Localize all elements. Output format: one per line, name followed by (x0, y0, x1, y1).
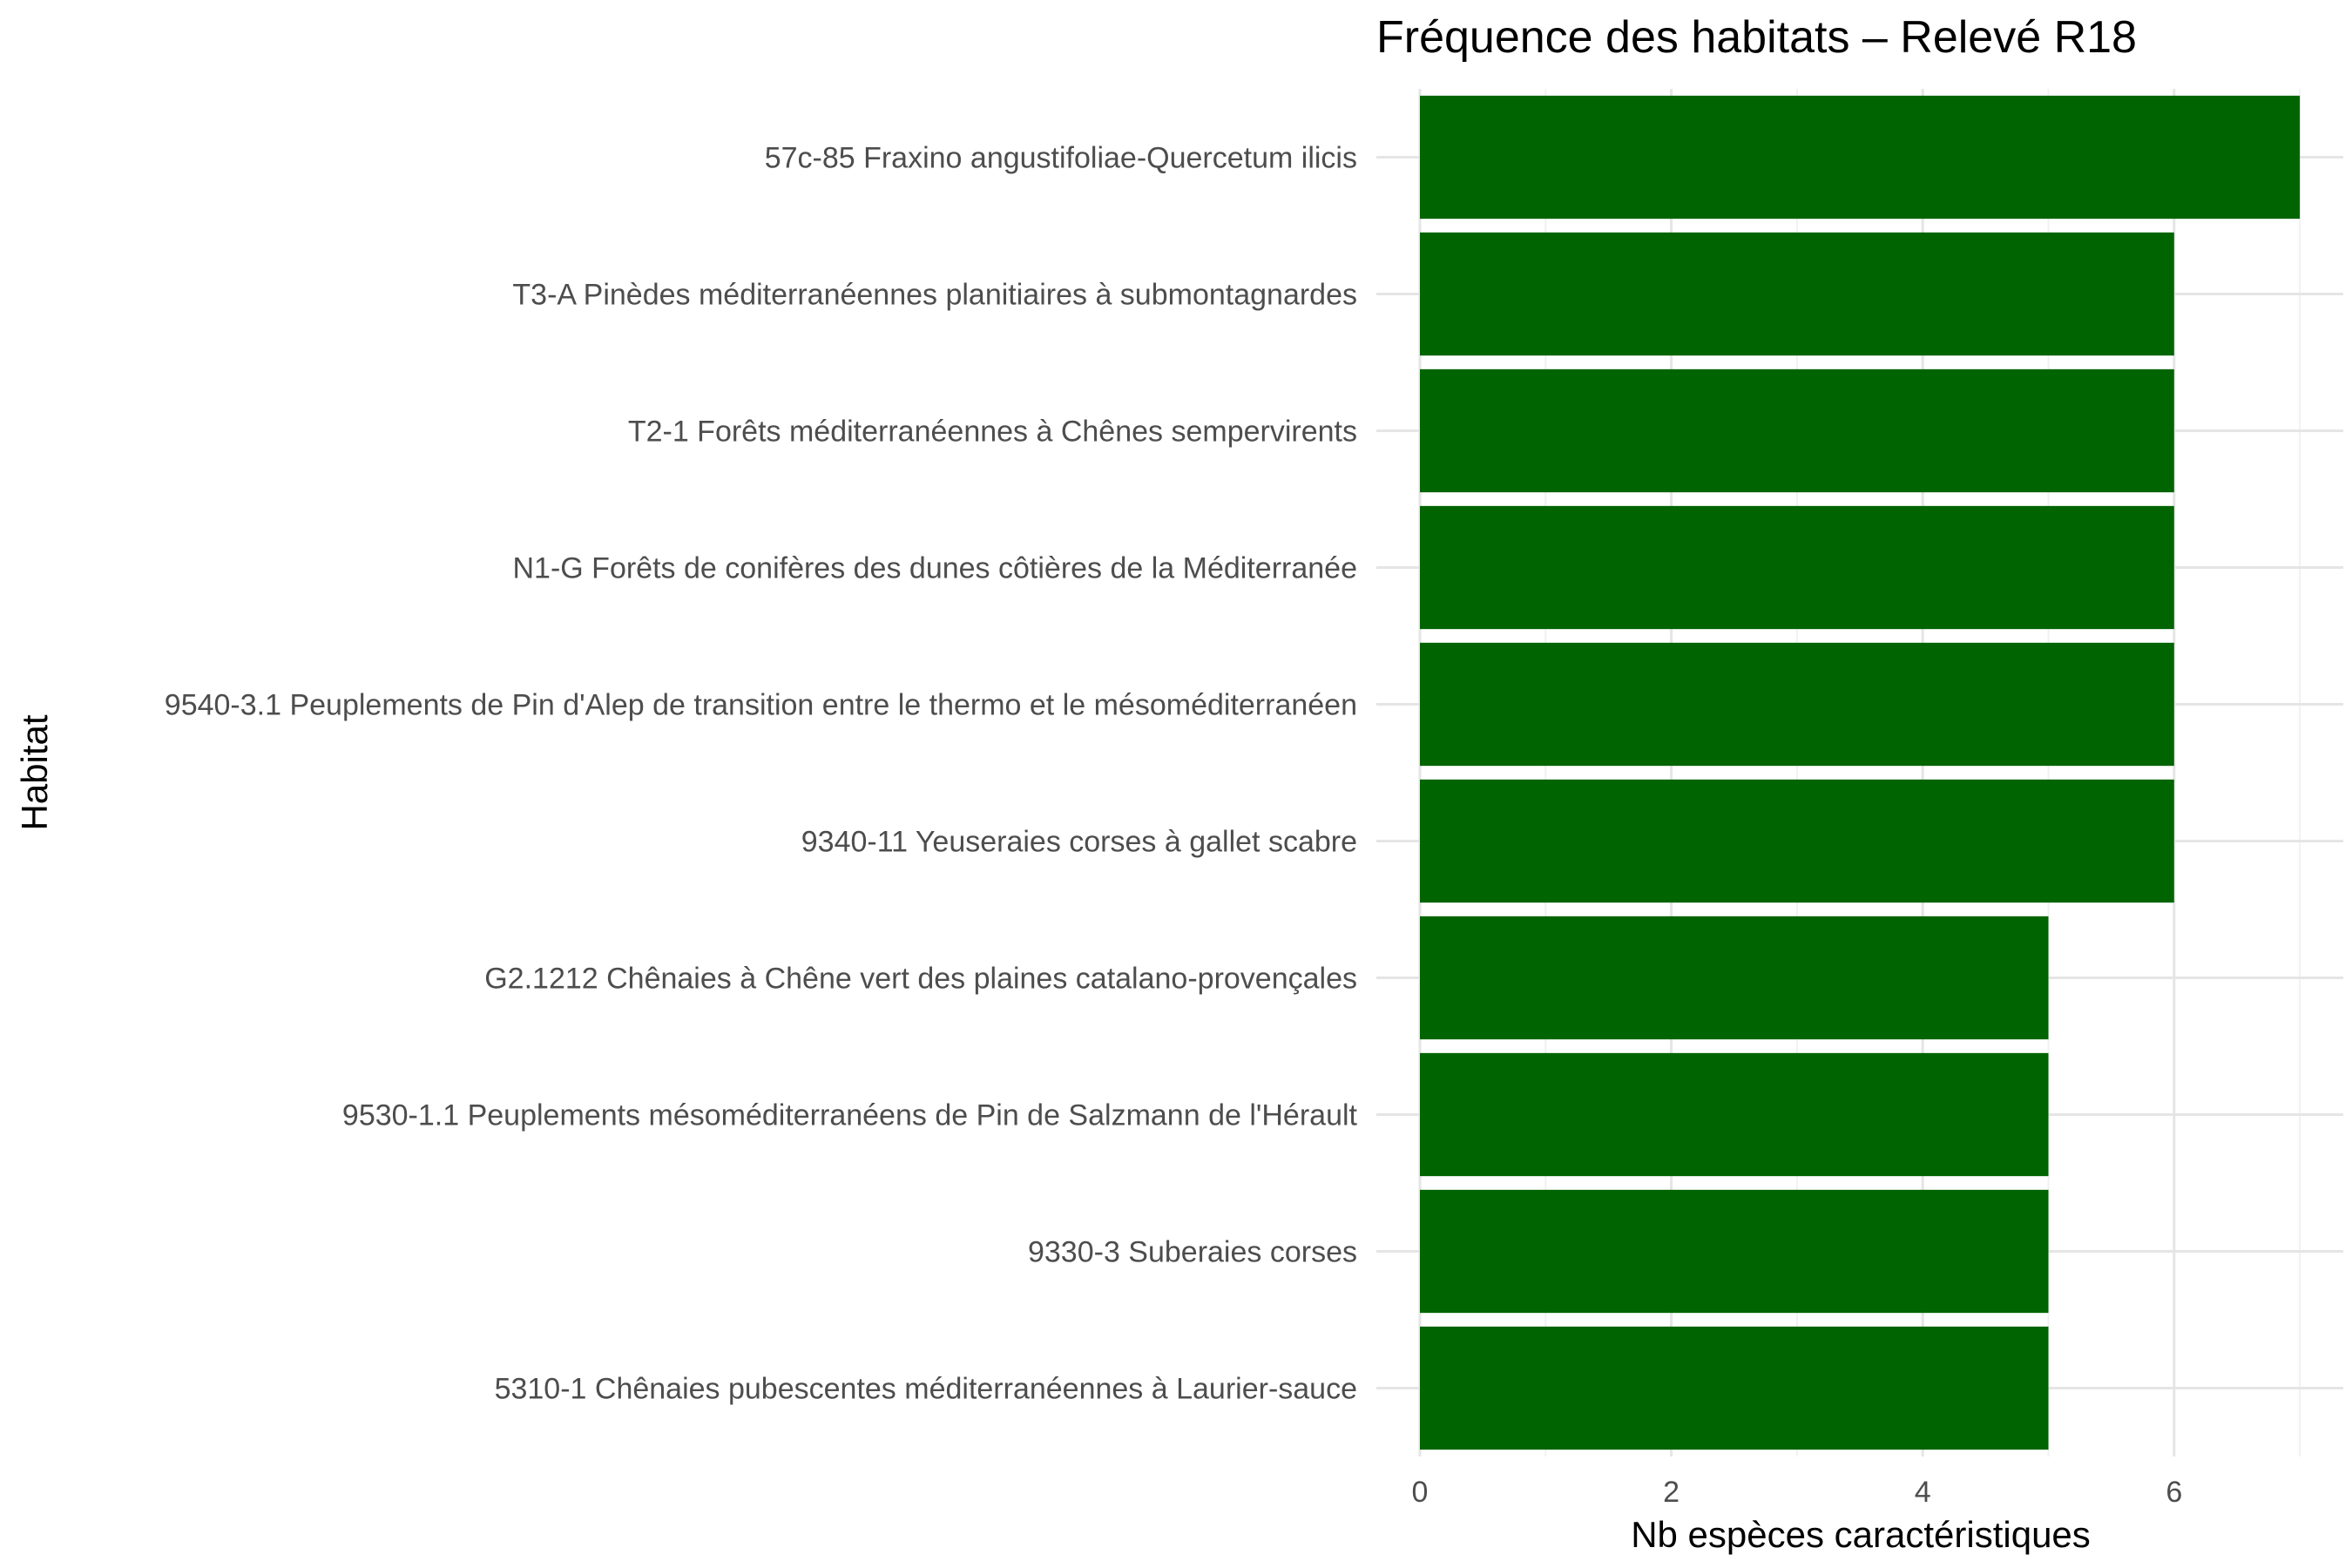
bar (1420, 232, 2174, 356)
bar (1420, 505, 2174, 630)
bar (1420, 1052, 2049, 1177)
category-label: 9540-3.1 Peuplements de Pin d'Alep de tr… (165, 689, 1357, 722)
category-label: G2.1212 Chênaies à Chêne vert des plaine… (484, 963, 1357, 996)
category-label: 9530-1.1 Peuplements mésoméditerranéens … (342, 1099, 1358, 1132)
bars (1420, 95, 2301, 1450)
x-tick-label: 0 (1412, 1476, 1429, 1509)
category-labels: 57c-85 Fraxino angustifoliae-Quercetum i… (165, 142, 1358, 1406)
x-axis-title: Nb espèces caractéristiques (1631, 1514, 2091, 1555)
y-axis-title: Habitat (14, 714, 55, 830)
category-label: 9330-3 Suberaies corses (1028, 1236, 1357, 1269)
x-tick-label: 4 (1915, 1476, 1931, 1509)
category-label: N1-G Forêts de conifères des dunes côtiè… (513, 552, 1358, 585)
chart-title: Fréquence des habitats – Relevé R18 (1376, 12, 2137, 63)
category-label: T2-1 Forêts méditerranéennes à Chênes se… (628, 416, 1357, 449)
x-tick-label: 6 (2166, 1476, 2182, 1509)
bar (1420, 95, 2301, 220)
category-label: 57c-85 Fraxino angustifoliae-Quercetum i… (765, 142, 1357, 175)
bar (1420, 642, 2174, 767)
bar (1420, 368, 2174, 493)
bar (1420, 916, 2049, 1040)
bar (1420, 1326, 2049, 1450)
x-tick-label: 2 (1663, 1476, 1680, 1509)
category-label: 5310-1 Chênaies pubescentes méditerranée… (495, 1373, 1357, 1406)
bar (1420, 1189, 2049, 1314)
x-tick-labels: 0 2 4 6 (1412, 1476, 2183, 1509)
category-label: T3-A Pinèdes méditerranéennes planitiair… (512, 279, 1357, 312)
bar (1420, 779, 2174, 903)
category-label: 9340-11 Yeuseraies corses à gallet scabr… (801, 826, 1357, 859)
